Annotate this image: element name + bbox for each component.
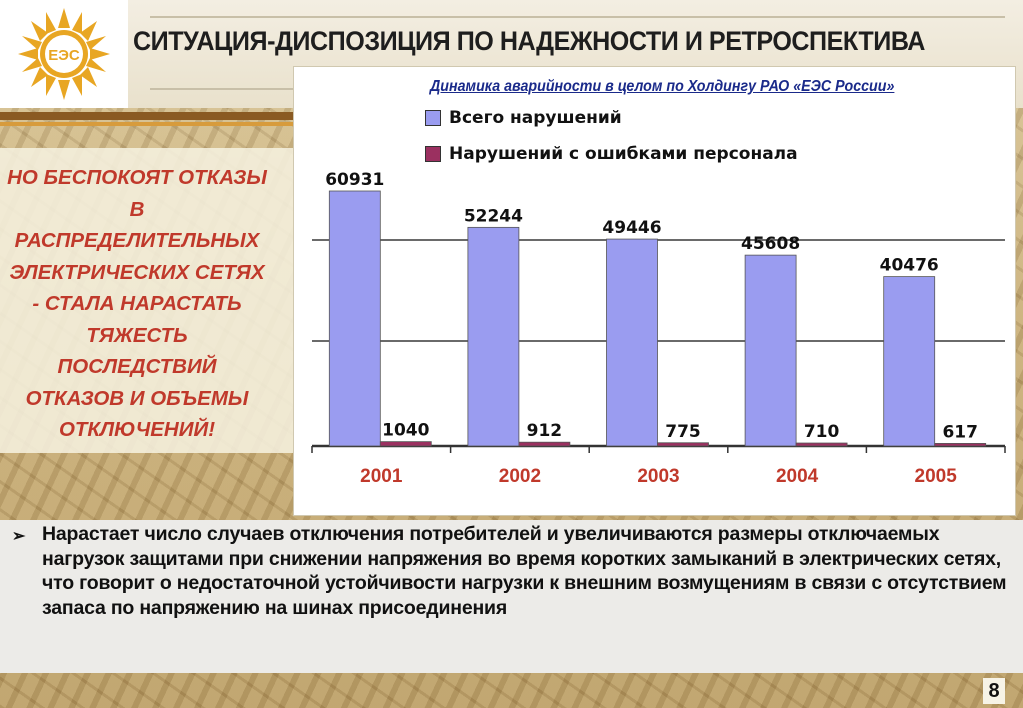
x-tick-label-2003: 2003 [637,466,679,487]
bar-personnel-2003 [657,442,709,447]
legend-swatch-total [425,110,441,126]
bar-total-2001 [328,190,381,447]
bullet-text: Нарастает число случаев отключения потре… [42,523,1007,619]
accent-stripe [0,112,295,120]
legend-label-total: Всего нарушений [449,108,622,128]
page-number: 8 [983,678,1005,704]
bar-personnel-2005 [934,443,987,447]
bar-total-2002 [467,226,520,447]
bar-personnel-2004 [795,442,848,447]
bullet-panel [0,520,1023,673]
bar-total-2003 [606,238,658,447]
data-label-personnel-2002: 912 [527,421,563,441]
data-label-personnel-2003: 775 [665,422,701,442]
sun-logo-icon [18,8,110,100]
legend-label-personnel: Нарушений с ошибками персонала [449,144,798,164]
bullet-arrow-icon: ➢ [12,528,26,545]
bar-total-2004 [744,254,797,447]
bar-personnel-2001 [379,441,432,447]
data-label-personnel-2001: 1040 [382,421,429,441]
data-label-total-2005: 40476 [880,256,939,276]
data-label-personnel-2005: 617 [942,422,978,442]
data-label-total-2001: 60931 [325,170,384,190]
legend-item-personnel: Нарушений с ошибками персонала [425,144,798,164]
bar-personnel-2002 [518,441,571,447]
x-tick-label-2001: 2001 [360,466,403,487]
data-label-total-2004: 45608 [741,234,800,254]
x-tick-label-2004: 2004 [776,466,819,487]
slide-title: СИТУАЦИЯ-ДИСПОЗИЦИЯ ПО НАДЕЖНОСТИ И РЕТР… [133,26,925,56]
data-label-personnel-2004: 710 [804,422,840,442]
data-label-total-2003: 49446 [602,218,661,238]
legend-item-total: Всего нарушений [425,108,622,128]
bar-total-2005 [883,276,936,447]
callout-text: НО БЕСПОКОЯТ ОТКАЗЫ В РАСПРЕДЕЛИТЕЛЬНЫХ … [7,166,267,441]
legend-swatch-personnel [425,146,441,162]
chart-title: Динамика аварийности в целом по Холдингу… [430,78,895,95]
data-label-total-2002: 52244 [464,206,523,226]
x-tick-label-2002: 2002 [499,466,541,487]
logo-text: ЕЭС [48,47,80,64]
company-logo: ЕЭС [0,0,128,108]
header-rule-lower [150,88,395,90]
header-rule [150,16,1005,18]
x-tick-label-2005: 2005 [915,466,958,487]
accent-stripe-thin [0,122,295,126]
callout-panel [0,148,295,453]
